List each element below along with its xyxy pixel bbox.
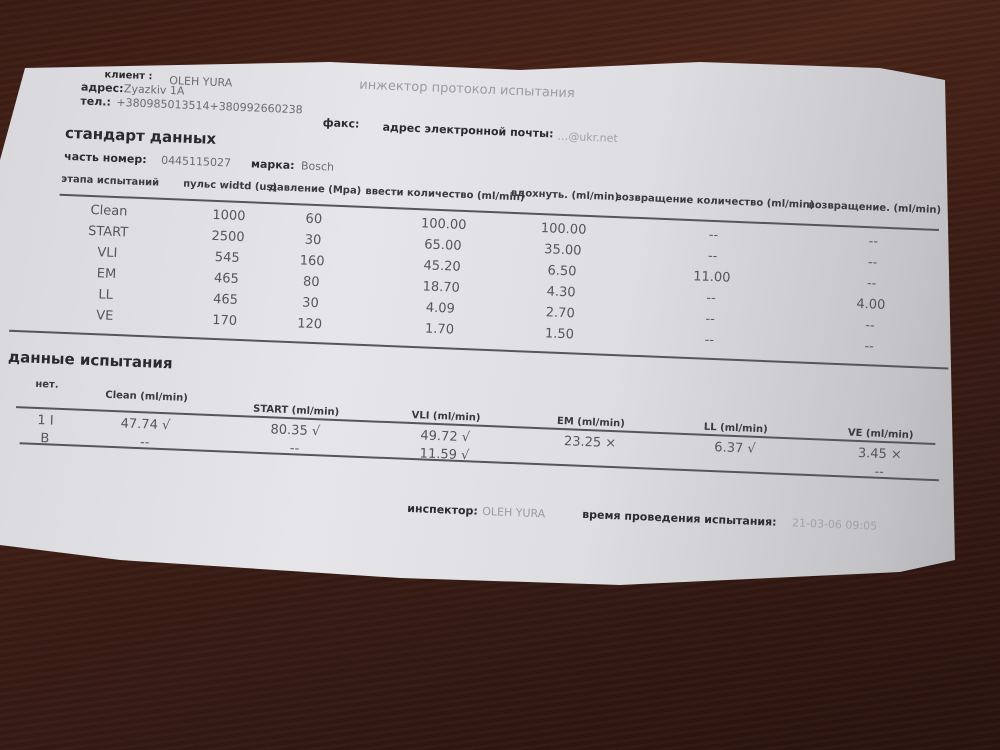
test-time-value: 21-03-06 09:05: [791, 516, 878, 533]
table-cell: 45.20: [423, 258, 461, 275]
standard-title: стандарт данных: [64, 123, 217, 148]
table-cell: 65.00: [423, 237, 462, 254]
table-cell: 465: [212, 291, 239, 308]
address-value: Zyazkiv 1A: [123, 82, 185, 98]
table-cell: 2500: [211, 228, 245, 246]
table-cell: 1.50: [544, 326, 575, 343]
table-cell: 60: [305, 211, 323, 228]
table-cell: 465: [213, 270, 240, 287]
brand-label: марка:: [250, 157, 295, 173]
client-label: клиент :: [104, 69, 153, 83]
table-cell: 160: [299, 253, 325, 270]
table-cell: 100.00: [540, 221, 587, 238]
table-cell: 6.37 √: [714, 440, 756, 457]
table-cell: 170: [211, 312, 238, 329]
table-cell: 30: [301, 295, 320, 312]
receipt-content: клиент : OLEH YURA адрес: Zyazkiv 1A тел…: [0, 60, 979, 658]
column-header: этапа испытаний: [61, 173, 160, 189]
test-title: данные испытания: [7, 347, 173, 373]
test-time-label: время проведения испытания:: [581, 507, 777, 529]
table-cell: --: [705, 311, 716, 328]
table-cell: 80.35 √: [270, 422, 321, 440]
inspector-value: OLEH YURA: [481, 504, 546, 521]
table-cell: --: [707, 248, 718, 265]
table-cell: 3.45 ×: [857, 445, 903, 463]
divider: [19, 442, 939, 481]
email-value: …@ukr.net: [557, 129, 618, 146]
column-header: Clean (ml/min): [105, 389, 189, 405]
table-cell: 1 I: [37, 412, 54, 429]
inspector-label: инспектор:: [407, 501, 479, 518]
table-cell: START: [87, 223, 129, 241]
brand-value: Bosch: [300, 159, 335, 174]
table-cell: --: [865, 318, 876, 334]
table-cell: --: [704, 332, 715, 349]
table-cell: 545: [214, 249, 240, 266]
table-cell: 1.70: [424, 321, 455, 338]
fax-label: факс:: [322, 116, 360, 131]
table-cell: 30: [304, 232, 322, 249]
column-header: пульс widtd (us): [182, 178, 278, 194]
email-label: адрес электронной почты:: [382, 120, 554, 141]
table-cell: --: [708, 227, 719, 244]
column-header: нет.: [35, 378, 59, 391]
address-label: адрес:: [80, 80, 124, 96]
part-label: часть номер:: [63, 149, 147, 167]
document-title: инжектор протокол испытания: [358, 77, 575, 102]
table-cell: 2.70: [545, 305, 576, 322]
table-cell: 4.00: [856, 296, 886, 313]
table-cell: --: [705, 290, 716, 307]
column-header: давление (Mpa): [268, 182, 362, 197]
table-cell: --: [867, 255, 878, 271]
table-cell: VE: [95, 308, 114, 324]
table-cell: 11.00: [692, 269, 731, 286]
table-cell: 35.00: [543, 242, 582, 259]
part-value: 0445115027: [160, 153, 232, 170]
table-cell: 120: [296, 316, 323, 333]
table-cell: 49.72 √: [420, 428, 471, 446]
table-cell: EM: [96, 266, 117, 283]
column-header: ввести количество (ml/min): [365, 185, 525, 204]
table-cell: 23.25 ×: [563, 434, 617, 452]
table-cell: 6.50: [547, 263, 577, 280]
table-cell: 4.30: [546, 284, 576, 301]
phone-value: +380985013514+380992660238: [116, 95, 303, 117]
column-header: вдохнуть. (ml/min): [510, 187, 620, 204]
table-cell: 100.00: [420, 216, 467, 234]
table-cell: Clean: [90, 202, 128, 220]
table-cell: 47.74 √: [120, 416, 171, 434]
table-cell: LL: [98, 287, 114, 303]
table-cell: 18.70: [422, 279, 461, 296]
table-cell: --: [864, 339, 875, 355]
table-cell: --: [866, 276, 877, 292]
table-cell: 4.09: [425, 300, 456, 317]
column-header: возвращение количество (ml/min): [615, 192, 815, 211]
column-header: возвращение. (ml/min): [808, 199, 942, 217]
table-cell: --: [868, 234, 879, 250]
table-cell: 80: [302, 274, 320, 291]
phone-label: тел.:: [80, 94, 112, 109]
table-cell: 1000: [212, 207, 246, 225]
table-cell: VLI: [97, 245, 118, 262]
